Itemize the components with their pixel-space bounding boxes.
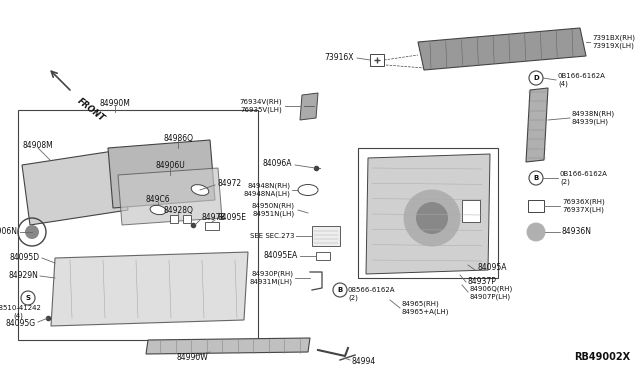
Text: 84095A: 84095A <box>477 263 506 273</box>
Text: 84994: 84994 <box>352 357 376 366</box>
Text: 76934V(RH)
76935V(LH): 76934V(RH) 76935V(LH) <box>239 99 282 113</box>
Polygon shape <box>51 252 248 326</box>
Bar <box>370 54 384 66</box>
Bar <box>205 222 219 230</box>
Text: 76936X(RH)
76937X(LH): 76936X(RH) 76937X(LH) <box>562 199 605 213</box>
Polygon shape <box>418 28 586 70</box>
Text: 0B166-6162A
(4): 0B166-6162A (4) <box>558 73 606 87</box>
Bar <box>170 215 178 223</box>
Text: 84095G: 84095G <box>6 320 36 328</box>
Bar <box>316 252 330 260</box>
Polygon shape <box>146 338 310 354</box>
Text: 84972: 84972 <box>218 179 242 187</box>
Text: FRONT: FRONT <box>76 96 107 123</box>
Polygon shape <box>366 154 490 274</box>
Ellipse shape <box>298 185 318 196</box>
Bar <box>358 148 498 278</box>
Polygon shape <box>118 168 222 225</box>
Text: 84930P(RH)
84931M(LH): 84930P(RH) 84931M(LH) <box>250 271 293 285</box>
Text: 84929N: 84929N <box>8 272 38 280</box>
Text: 84938N(RH)
84939(LH): 84938N(RH) 84939(LH) <box>572 111 615 125</box>
Text: 84095EA: 84095EA <box>264 251 298 260</box>
Text: 84096A: 84096A <box>262 158 292 167</box>
Text: RB49002X: RB49002X <box>574 352 630 362</box>
Bar <box>18 110 258 340</box>
Circle shape <box>404 190 460 246</box>
Text: 84948N(RH)
84948NA(LH): 84948N(RH) 84948NA(LH) <box>243 183 290 197</box>
Text: 73916X: 73916X <box>324 52 354 61</box>
Text: 7391BX(RH)
73919X(LH): 7391BX(RH) 73919X(LH) <box>592 35 635 49</box>
Text: B: B <box>337 287 342 293</box>
Text: 84950N(RH)
84951N(LH): 84950N(RH) 84951N(LH) <box>252 203 295 217</box>
Text: 84965(RH)
84965+A(LH): 84965(RH) 84965+A(LH) <box>402 301 449 315</box>
Text: 84906N: 84906N <box>0 228 18 237</box>
Text: 08566-6162A
(2): 08566-6162A (2) <box>348 287 396 301</box>
Bar <box>312 226 340 246</box>
Text: 84906Q(RH)
84907P(LH): 84906Q(RH) 84907P(LH) <box>470 286 513 300</box>
Text: 84908M: 84908M <box>22 141 53 150</box>
Text: 84095E: 84095E <box>218 214 247 222</box>
Polygon shape <box>22 150 128 225</box>
Bar <box>528 200 544 212</box>
Bar <box>462 200 480 222</box>
Text: B: B <box>533 175 539 181</box>
Text: 849C6: 849C6 <box>146 196 170 205</box>
Circle shape <box>527 223 545 241</box>
Text: 84095D: 84095D <box>10 253 40 263</box>
Text: 84906U: 84906U <box>155 161 185 170</box>
Text: 84936N: 84936N <box>562 228 592 237</box>
Bar <box>183 215 191 223</box>
Text: 84990W: 84990W <box>176 353 208 362</box>
Text: 84990M: 84990M <box>100 99 131 108</box>
Ellipse shape <box>191 185 209 195</box>
Text: S: S <box>26 295 31 301</box>
Polygon shape <box>108 140 215 208</box>
Text: D: D <box>533 75 539 81</box>
Circle shape <box>25 225 39 239</box>
Text: 08510-41242
(4): 08510-41242 (4) <box>0 305 42 319</box>
Text: 84986Q: 84986Q <box>163 134 193 142</box>
Polygon shape <box>300 93 318 120</box>
Text: 84928Q: 84928Q <box>163 206 193 215</box>
Text: 84937P: 84937P <box>468 278 497 286</box>
Ellipse shape <box>150 205 166 215</box>
Polygon shape <box>526 88 548 162</box>
Text: SEE SEC.273: SEE SEC.273 <box>250 233 294 239</box>
Text: 0B166-6162A
(2): 0B166-6162A (2) <box>560 171 608 185</box>
Text: 84978: 84978 <box>202 214 226 222</box>
Circle shape <box>416 202 448 234</box>
